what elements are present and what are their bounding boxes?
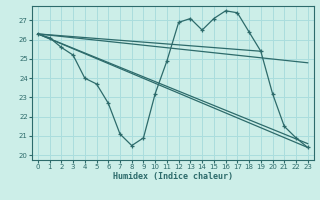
- X-axis label: Humidex (Indice chaleur): Humidex (Indice chaleur): [113, 172, 233, 181]
